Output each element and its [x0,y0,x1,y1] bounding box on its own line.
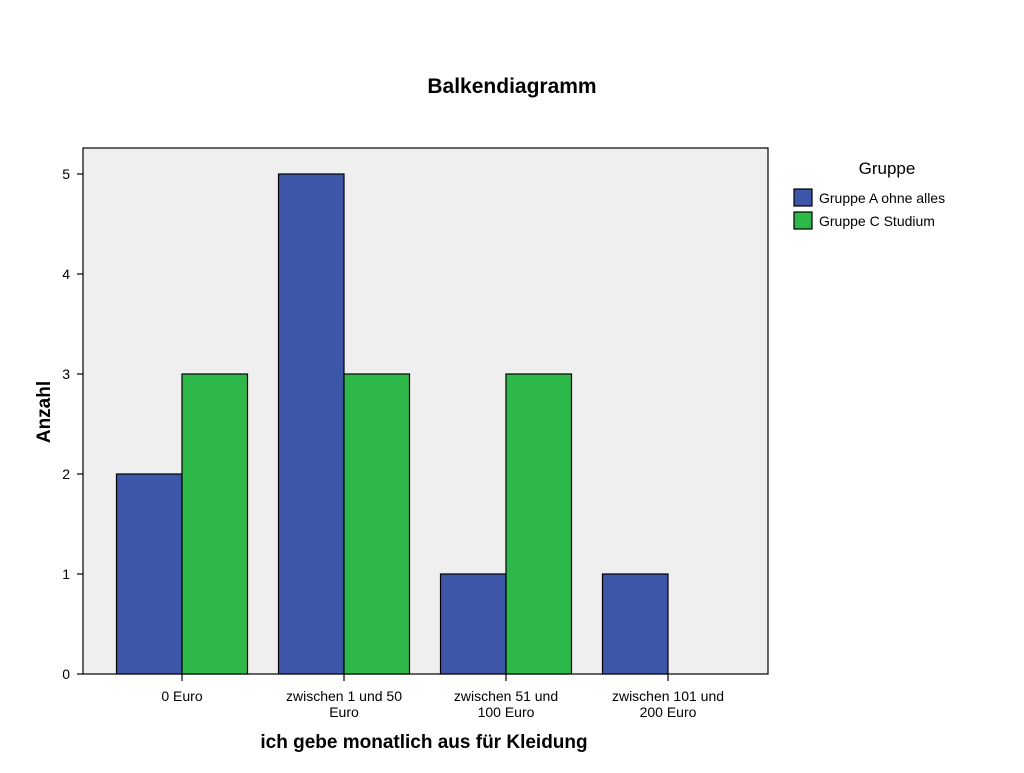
x-tick-label-line: 200 Euro [640,704,697,720]
bar [115,473,183,675]
bar [439,573,507,675]
y-axis-label: Anzahl [34,381,55,443]
x-tick-label-line: 0 Euro [161,688,202,704]
legend-label: Gruppe A ohne alles [819,190,945,206]
legend: Gruppe Gruppe A ohne alles Gruppe C Studi… [793,159,945,230]
y-tick-label: 2 [62,466,70,482]
x-axis-label: ich gebe monatlich aus für Kleidung [260,732,587,753]
y-tick-label: 3 [62,366,70,382]
x-tick-label: 0 Euro [161,688,202,704]
x-tick-label-line: zwischen 101 und [612,688,724,704]
y-tick-label: 1 [62,566,70,582]
bars-layer [115,173,669,675]
x-tick-label: zwischen 101 und 200 Euro [612,688,724,720]
x-tick-label: zwischen 51 und 100 Euro [454,688,558,720]
bar [181,373,249,675]
bar [601,573,669,675]
legend-label: Gruppe C Studium [819,213,935,229]
y-tick-label: 0 [62,666,70,682]
x-tick-label-line: zwischen 1 und 50 [286,688,402,704]
bar [505,373,573,675]
x-tick-label-line: 100 Euro [478,704,535,720]
x-axis: 0 Euro zwischen 1 und 50 Euro zwischen 51 u… [161,674,724,720]
chart-title: Balkendiagramm [427,75,596,98]
bar [277,173,345,675]
y-tick-label: 5 [62,166,70,182]
legend-title: Gruppe [859,159,916,178]
legend-swatch [793,211,813,230]
legend-swatch [793,188,813,207]
y-tick-label: 4 [62,266,70,282]
bar [343,373,411,675]
x-tick-label-line: zwischen 51 und [454,688,558,704]
legend-items: Gruppe A ohne alles Gruppe C Studium [793,188,945,230]
y-axis: 0 1 2 3 4 5 [62,166,83,682]
x-tick-label-line: Euro [329,704,359,720]
x-tick-label: zwischen 1 und 50 Euro [286,688,402,720]
